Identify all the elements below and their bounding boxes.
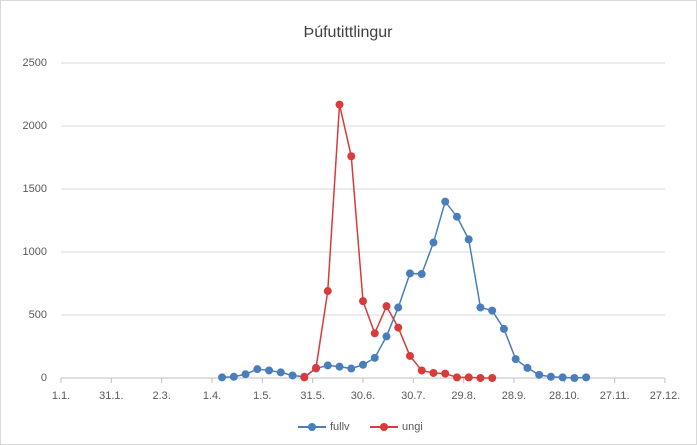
x-tick-label: 28.9. (502, 390, 526, 402)
x-tick-label: 31.1. (99, 390, 123, 402)
data-point (464, 373, 473, 382)
data-point (405, 351, 414, 360)
data-point (464, 235, 473, 244)
data-point (441, 197, 450, 206)
data-point (276, 368, 285, 377)
y-tick-label: 1500 (23, 183, 47, 195)
data-point (370, 353, 379, 362)
data-point (347, 152, 356, 161)
y-tick-label: 500 (29, 309, 47, 321)
data-point (488, 374, 497, 382)
data-point (265, 366, 274, 375)
legend-label: fullv (330, 421, 350, 433)
data-point (417, 366, 426, 375)
data-point (241, 370, 250, 379)
data-point (523, 363, 532, 372)
data-point (429, 368, 438, 377)
data-point (511, 355, 520, 364)
data-point (382, 332, 391, 341)
legend-marker (380, 423, 388, 431)
data-point (546, 372, 555, 381)
data-point (359, 360, 367, 369)
x-tick-label: 30.6. (351, 390, 375, 402)
legend-label: ungi (402, 421, 423, 433)
data-point (582, 373, 591, 382)
x-tick-label: 27.11. (600, 390, 630, 402)
data-point (335, 100, 344, 109)
data-point (488, 306, 497, 315)
data-point (300, 373, 309, 382)
x-tick-label: 1.1. (52, 390, 70, 402)
data-point (558, 373, 567, 382)
data-point (394, 323, 403, 332)
data-point (476, 374, 485, 382)
data-point (323, 287, 332, 296)
data-point (323, 361, 332, 370)
data-point (218, 373, 227, 382)
data-point (535, 370, 544, 379)
data-point (476, 303, 485, 312)
x-tick-label: 30.7. (401, 390, 425, 402)
data-point (499, 324, 508, 333)
data-point (347, 364, 356, 373)
data-point (288, 371, 297, 380)
data-point (229, 372, 238, 381)
legend-marker (308, 423, 316, 431)
data-point (253, 365, 262, 374)
y-tick-label: 2000 (23, 120, 47, 132)
x-tick-label: 29.8. (451, 390, 475, 402)
data-point (312, 363, 321, 372)
x-tick-label: 31.5. (300, 390, 324, 402)
data-point (405, 269, 414, 278)
data-point (394, 303, 403, 312)
x-tick-label: 27.12. (650, 390, 681, 402)
data-point (335, 362, 344, 371)
data-point (441, 369, 450, 378)
y-tick-label: 1000 (23, 246, 47, 258)
data-point (570, 374, 579, 382)
data-point (429, 238, 438, 247)
data-point (417, 270, 426, 279)
data-point (452, 373, 461, 382)
x-tick-label: 1.5. (253, 390, 271, 402)
x-tick-label: 2.3. (152, 390, 170, 402)
data-point (359, 297, 367, 306)
data-point (382, 302, 391, 311)
data-point (452, 212, 461, 221)
y-tick-label: 0 (41, 372, 47, 384)
x-tick-label: 1.4. (203, 390, 221, 402)
x-tick-label: 28.10. (549, 390, 580, 402)
chart-title: Þúfutittlingur (304, 24, 394, 41)
data-point (370, 329, 379, 338)
y-tick-label: 2500 (23, 57, 47, 69)
